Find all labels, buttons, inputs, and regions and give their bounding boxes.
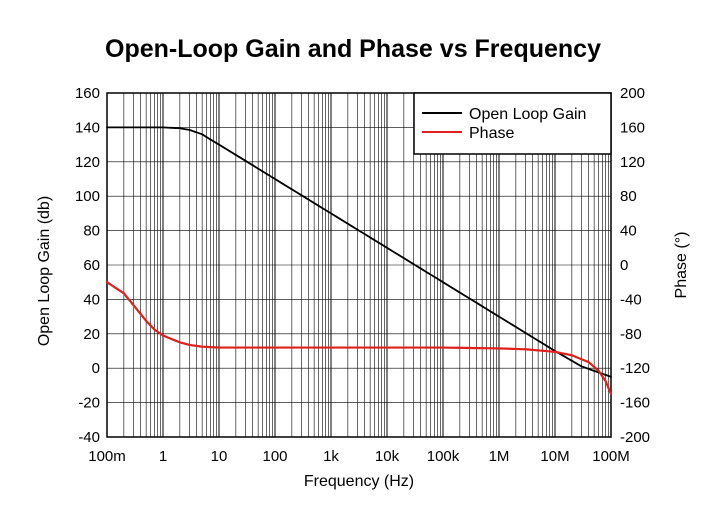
x-tick-label: 100k — [427, 448, 460, 465]
tick-labels: 100m 1 10 100 1k 10k 100k 1M 10M 100M 160 140 120 100… — [75, 85, 650, 465]
x-tick-label: 100 — [262, 448, 287, 465]
x-tick-label: 100m — [88, 448, 126, 465]
x-tick-label: 1M — [489, 448, 510, 465]
y-tick-left-label: -40 — [78, 429, 100, 446]
y-tick-left-label: 160 — [75, 85, 100, 102]
y-tick-right-label: -40 — [620, 291, 642, 308]
x-tick-label: 100M — [592, 448, 630, 465]
x-tick-label: 10k — [375, 448, 400, 465]
y-tick-left-label: 140 — [75, 119, 100, 136]
y-tick-right-label: -80 — [620, 326, 642, 343]
series-line-gain — [106, 126, 612, 378]
legend-label-phase: Phase — [469, 125, 514, 142]
y-tick-left-label: -20 — [78, 395, 100, 412]
series-layer — [105, 126, 613, 396]
y-tick-right-label: -120 — [620, 360, 650, 377]
chart-title: Open-Loop Gain and Phase vs Frequency — [105, 35, 601, 63]
y-tick-right-label: 200 — [620, 85, 645, 102]
y-tick-left-label: 60 — [83, 257, 100, 274]
y-tick-left-label: 80 — [83, 223, 100, 240]
x-tick-label: 10M — [540, 448, 569, 465]
y-tick-left-label: 0 — [92, 360, 100, 377]
y-tick-left-label: 100 — [75, 188, 100, 205]
y-tick-left-label: 120 — [75, 154, 100, 171]
y-tick-right-label: 120 — [620, 154, 645, 171]
y-axis-left-label: Open Loop Gain (db) — [36, 196, 53, 346]
legend-label-gain: Open Loop Gain — [469, 106, 586, 123]
plot-frame — [106, 92, 612, 438]
x-axis-label: Frequency (Hz) — [304, 473, 414, 490]
legend-box — [413, 92, 612, 155]
y-tick-right-label: 0 — [620, 257, 628, 274]
y-axis-right-label: Phase (°) — [673, 232, 690, 299]
legend: Open Loop Gain Phase — [413, 92, 612, 155]
x-tick-label: 1 — [159, 448, 167, 465]
y-tick-right-label: -200 — [620, 429, 650, 446]
y-tick-left-label: 20 — [83, 326, 100, 343]
series-line-phase — [105, 281, 613, 396]
y-tick-right-label: -160 — [620, 395, 650, 412]
y-tick-right-label: 80 — [620, 188, 637, 205]
y-tick-left-label: 40 — [83, 291, 100, 308]
y-tick-right-label: 160 — [620, 119, 645, 136]
x-tick-label: 1k — [323, 448, 339, 465]
x-tick-label: 10 — [211, 448, 228, 465]
y-tick-right-label: 40 — [620, 223, 637, 240]
